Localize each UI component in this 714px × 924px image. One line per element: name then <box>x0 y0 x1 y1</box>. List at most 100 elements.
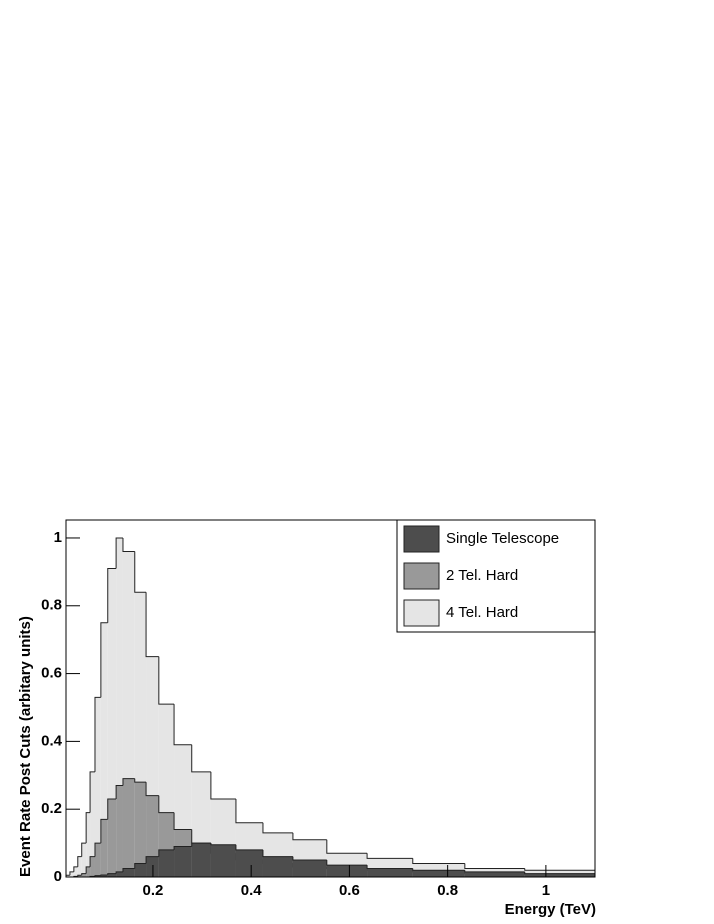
bar <box>262 856 293 877</box>
bar <box>69 871 74 877</box>
bar <box>94 843 101 877</box>
y-tick-label: 0.4 <box>41 732 63 749</box>
bar-outline <box>85 866 91 874</box>
legend-label: 2 Tel. Hard <box>446 567 518 584</box>
legend-label: 4 Tel. Hard <box>446 604 518 621</box>
bar <box>292 860 327 877</box>
bar <box>464 871 525 877</box>
bar-outline <box>292 832 327 841</box>
bar-outline <box>326 839 368 854</box>
bar <box>134 592 147 877</box>
bar <box>86 866 91 877</box>
bar-outline <box>158 656 175 705</box>
bar <box>86 812 91 877</box>
bar-outline <box>115 784 123 800</box>
bar-outline <box>158 849 175 857</box>
bar-outline <box>81 842 87 857</box>
bar <box>73 866 78 877</box>
bar-outline <box>524 871 595 875</box>
bar <box>107 873 117 877</box>
bar-outline <box>115 537 123 569</box>
bar-outline <box>235 844 263 851</box>
bar-outline <box>145 782 159 797</box>
bar-outline <box>464 870 525 873</box>
bar-outline <box>412 858 465 864</box>
y-tick-label: 1 <box>54 529 62 546</box>
bar-outline <box>122 537 135 553</box>
bar <box>326 865 368 877</box>
bar-outline <box>77 856 82 867</box>
bar-outline <box>326 860 368 866</box>
bar-outline <box>262 822 293 834</box>
bar-outline <box>191 744 211 773</box>
legend-swatch <box>403 562 440 590</box>
bar-outline <box>145 856 159 864</box>
plot-frame <box>65 519 596 878</box>
bar <box>66 875 70 877</box>
bar-outline <box>134 778 147 783</box>
bar-outline <box>89 771 95 813</box>
bar <box>81 843 87 877</box>
bar-outline <box>115 871 123 874</box>
x-axis-title: Energy (TeV) <box>505 901 596 918</box>
bar <box>107 799 117 877</box>
bar <box>158 849 175 877</box>
bar <box>94 697 101 877</box>
y-tick-label: 0 <box>54 868 62 885</box>
bar <box>122 551 135 877</box>
bar-outline <box>85 812 91 844</box>
bar-outline <box>69 871 74 876</box>
bar-outline <box>191 842 211 847</box>
bar-outline <box>94 842 101 857</box>
bar <box>134 863 147 877</box>
legend-label: Single Telescope <box>446 530 559 547</box>
bar-outline <box>107 873 117 875</box>
x-tick-label: 0.6 <box>339 882 360 899</box>
bar <box>116 871 123 877</box>
bar <box>94 875 101 877</box>
bar <box>77 856 82 877</box>
bar-outline <box>107 567 117 623</box>
bar <box>134 782 147 877</box>
bar-outline <box>89 856 95 867</box>
bar-outline <box>122 868 135 872</box>
bar-outline <box>100 874 108 876</box>
bar-outline <box>158 795 175 814</box>
bar <box>107 568 117 877</box>
bar <box>235 849 263 877</box>
bar-outline <box>235 799 263 824</box>
bar <box>367 868 413 877</box>
x-tick-label: 0.2 <box>143 882 164 899</box>
bar-outline <box>173 845 192 850</box>
bar-outline <box>524 868 595 871</box>
bar <box>90 856 95 877</box>
bar-outline <box>100 622 108 698</box>
bar-outline <box>94 696 101 772</box>
bar-outline <box>134 551 147 593</box>
bar-outline <box>292 856 327 861</box>
bar-outline <box>262 849 293 858</box>
bar <box>81 873 87 877</box>
y-axis-title: Event Rate Post Cuts (arbitary units) <box>17 616 34 877</box>
x-tick-label: 0.4 <box>241 882 263 899</box>
bar-outline <box>210 771 236 800</box>
bar-outline <box>145 592 159 658</box>
bar <box>77 875 82 877</box>
bar <box>100 622 108 877</box>
bar-outline <box>464 863 525 870</box>
bar-outline <box>107 798 117 820</box>
bar <box>174 846 192 877</box>
bar <box>116 785 123 877</box>
y-tick-label: 0.6 <box>41 665 62 682</box>
bar <box>100 874 108 877</box>
bar-outline <box>81 873 87 876</box>
bar <box>122 868 135 877</box>
bar-outline <box>173 812 192 831</box>
bar-outline <box>210 843 236 846</box>
bar <box>412 870 465 877</box>
y-tick-label: 0.2 <box>41 800 62 817</box>
bar <box>210 844 236 877</box>
y-tick-label: 0.8 <box>41 597 62 614</box>
bar-outline <box>122 778 135 786</box>
